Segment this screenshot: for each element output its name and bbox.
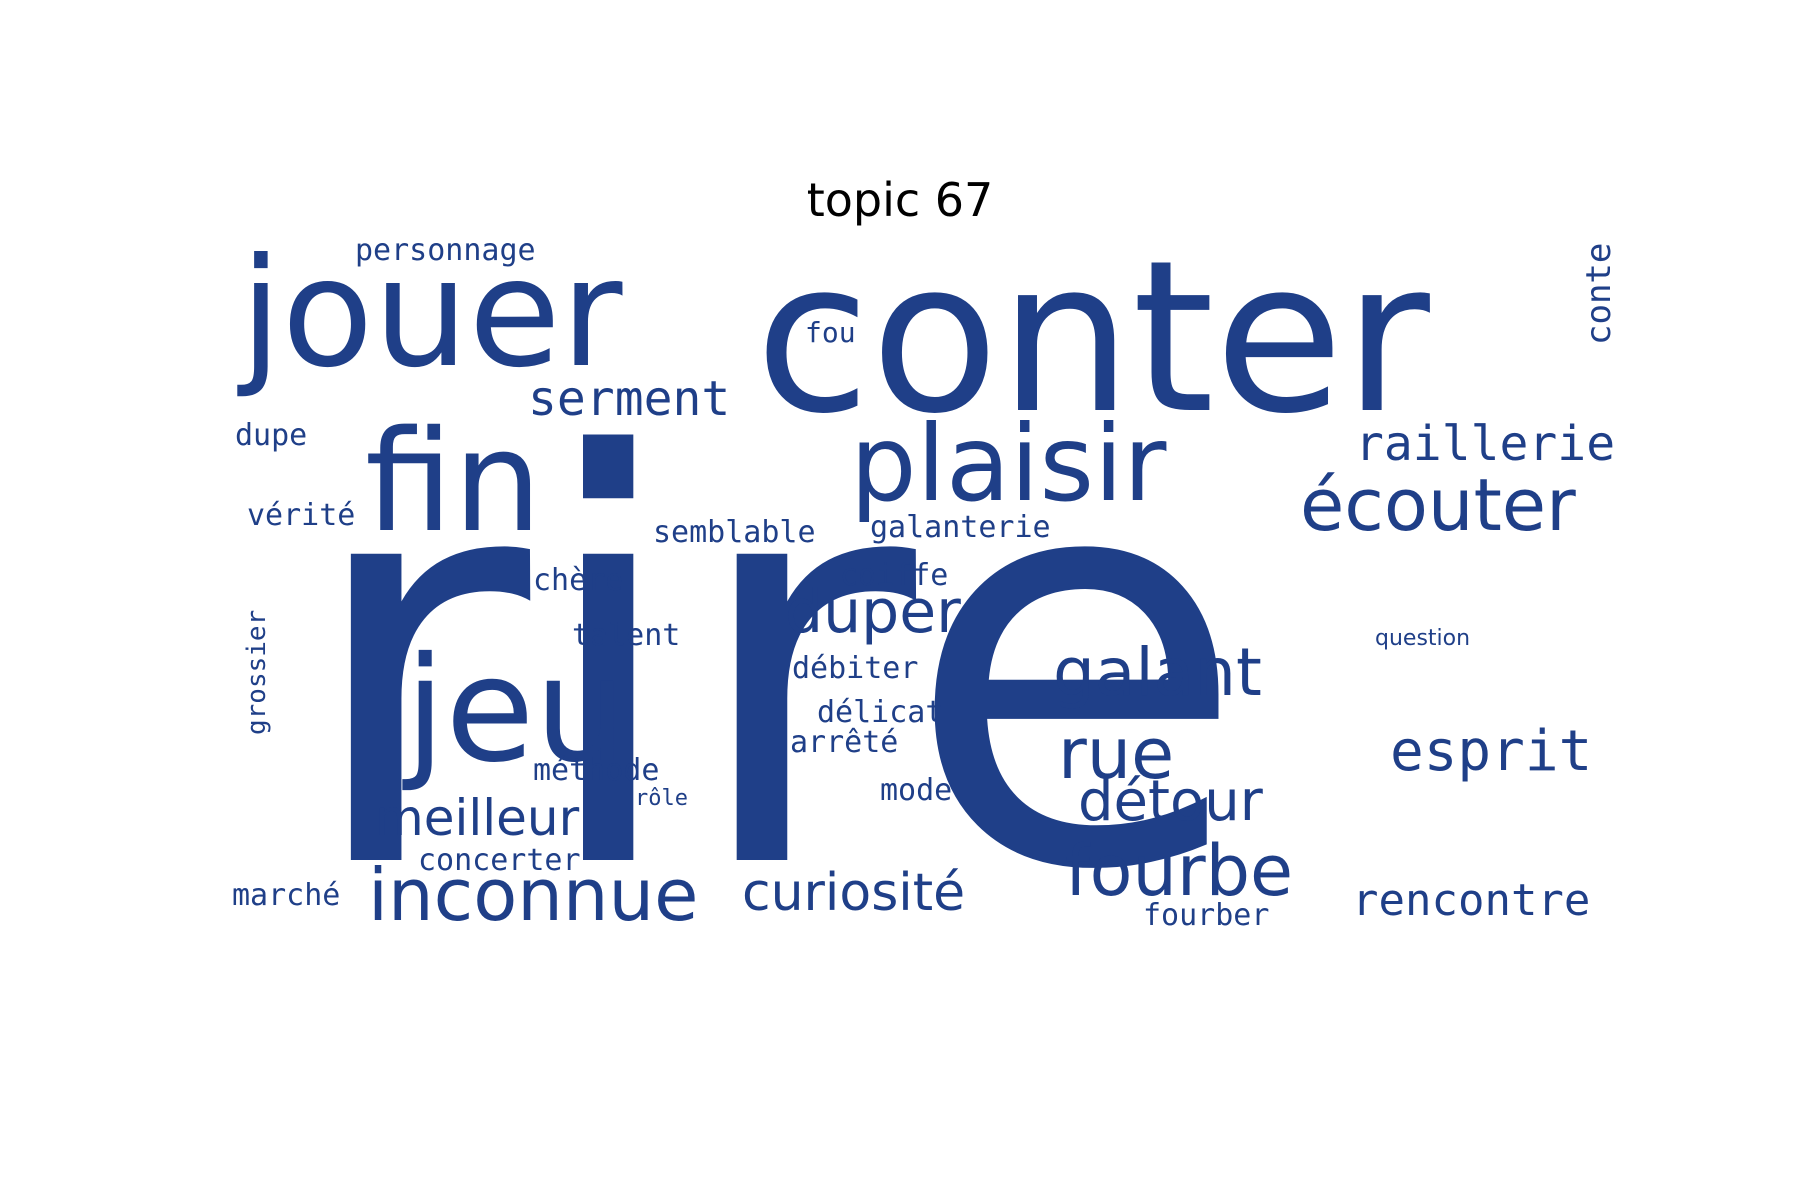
word-22: question — [1375, 626, 1470, 651]
word-24: grossier — [242, 610, 272, 735]
word-35: marché — [232, 878, 340, 913]
word-20: débiter — [792, 651, 918, 686]
word-3: fin — [365, 401, 542, 564]
word-26: rue — [1058, 713, 1174, 795]
word-16: chère — [533, 563, 623, 598]
word-9: personnage — [355, 233, 536, 268]
word-7: raillerie — [1355, 416, 1615, 472]
chart-title: topic 67 — [806, 173, 994, 227]
word-17: coiffe — [840, 558, 948, 593]
word-6: écouter — [1300, 463, 1576, 547]
word-34: fourbe — [1065, 830, 1293, 912]
word-38: rencontre — [1352, 875, 1590, 926]
word-39: fourber — [1143, 898, 1269, 933]
word-37: curiosité — [742, 863, 965, 923]
word-18: duper — [785, 577, 961, 647]
word-21: galant — [1053, 634, 1262, 711]
word-2: jouer — [237, 227, 623, 401]
word-13: vérité — [247, 498, 355, 533]
word-11: conte — [1579, 243, 1619, 345]
word-29: rôle — [635, 786, 688, 811]
word-15: galanterie — [870, 510, 1051, 545]
word-19: talent — [572, 618, 680, 653]
word-5: plaisir — [850, 403, 1167, 525]
word-33: concerter — [418, 843, 581, 878]
word-1: conter — [755, 215, 1431, 460]
word-14: semblable — [653, 515, 816, 550]
word-23: délicat — [817, 695, 943, 730]
word-12: dupe — [235, 418, 307, 453]
word-36: inconnue — [368, 853, 698, 937]
word-8: serment — [528, 371, 730, 427]
word-27: esprit — [1390, 719, 1592, 784]
word-31: détour — [1078, 769, 1264, 834]
word-25: arrêté — [790, 725, 898, 760]
word-28: méthode — [533, 753, 659, 788]
word-4: jeu — [402, 626, 626, 795]
word-10: fou — [805, 316, 856, 349]
word-30: mode — [880, 773, 952, 808]
word-32: meilleur — [375, 789, 580, 847]
word-0: rire — [300, 341, 1248, 993]
